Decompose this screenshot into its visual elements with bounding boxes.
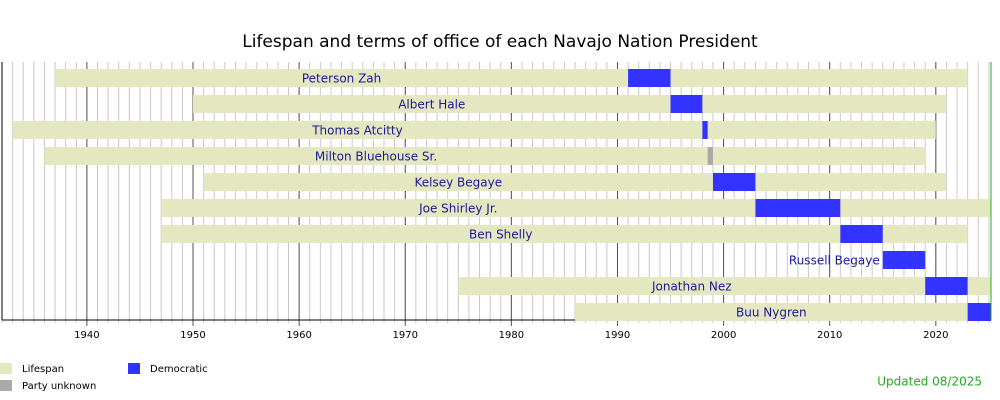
- president-name: Jonathan Nez: [651, 280, 732, 294]
- lifespan-bar: [203, 173, 947, 191]
- x-tick-label: 1940: [74, 330, 99, 341]
- term-bar: [712, 173, 756, 191]
- term-bar: [628, 69, 671, 87]
- lifespan-bar: [55, 69, 968, 87]
- legend-swatch: [128, 363, 140, 374]
- x-tick-label: 1950: [180, 330, 205, 341]
- term-bar: [702, 121, 708, 139]
- president-name: Ben Shelly: [469, 228, 532, 242]
- lifespan-bar: [12, 121, 936, 139]
- president-name: Joe Shirley Jr.: [418, 202, 497, 216]
- legend-label: Lifespan: [22, 364, 64, 375]
- president-name: Kelsey Begaye: [414, 176, 502, 190]
- president-name: Milton Bluehouse Sr.: [315, 150, 437, 164]
- lifespan-bar: [161, 225, 968, 243]
- x-tick-label: 1960: [286, 330, 311, 341]
- term-bar: [707, 147, 713, 165]
- x-tick-label: 2010: [817, 330, 842, 341]
- president-name: Albert Hale: [398, 98, 465, 112]
- president-name: Peterson Zah: [302, 72, 381, 86]
- lifespan-bar: [161, 199, 991, 217]
- president-name: Russell Begaye: [789, 254, 880, 268]
- term-bar: [967, 303, 991, 321]
- term-bar: [925, 277, 968, 295]
- x-tick-label: 1970: [393, 330, 418, 341]
- lifespan-bar: [44, 147, 926, 165]
- term-bar: [670, 95, 703, 113]
- chart-title: Lifespan and terms of office of each Nav…: [242, 32, 758, 52]
- term-bar: [882, 251, 926, 269]
- lifespan-bar: [193, 95, 947, 113]
- legend-label: Democratic: [150, 364, 208, 375]
- updated-note: Updated 08/2025: [877, 375, 982, 389]
- x-tick-label: 1990: [605, 330, 630, 341]
- lifespan-bar: [458, 277, 991, 295]
- legend-label: Party unknown: [22, 381, 96, 392]
- term-bar: [840, 225, 883, 243]
- term-bar: [755, 199, 841, 217]
- president-name: Thomas Atcitty: [311, 124, 403, 138]
- legend-swatch: [0, 363, 12, 374]
- x-tick-label: 1980: [499, 330, 524, 341]
- x-tick-label: 2000: [711, 330, 736, 341]
- president-name: Buu Nygren: [736, 306, 807, 320]
- legend-swatch: [0, 380, 12, 391]
- lifespan-bar: [575, 303, 991, 321]
- x-tick-label: 2020: [923, 330, 948, 341]
